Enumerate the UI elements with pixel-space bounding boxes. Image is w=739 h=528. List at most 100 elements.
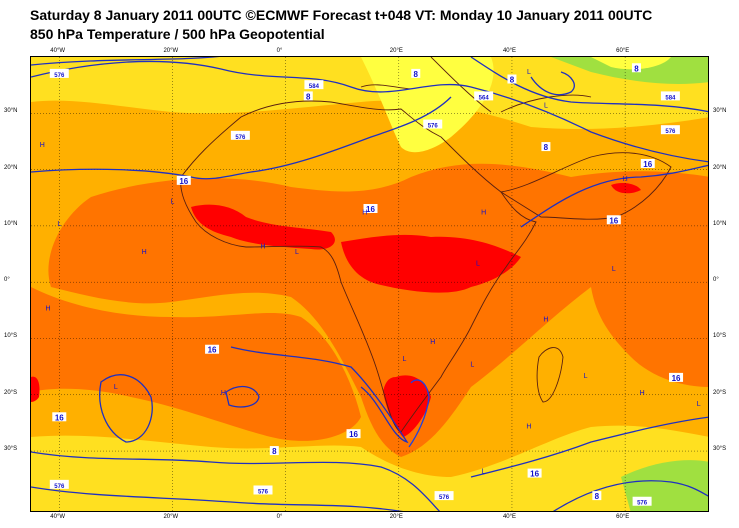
contour-label: 576 [660,125,680,135]
closed-high-atlantic [225,385,260,408]
contour-label: 8 [541,142,551,152]
contour-label-text: 8 [414,70,419,79]
contour-label-text: 576 [235,135,246,141]
high-pressure-marker: H [640,390,645,397]
forecast-subtitle: 850 hPa Temperature / 500 hPa Geopotenti… [30,26,325,42]
contour-label-box [49,68,69,78]
low-pressure-marker: L [584,373,588,380]
high-pressure-marker: H [142,249,147,256]
contour-label: 576 [49,68,69,79]
low-pressure-marker: L [544,103,548,110]
weather-map: 576 584 8 8 8 8 564 576 8 584 576 576 16 16 16 16 16 16 16… [30,56,709,512]
contour-label-text: 576 [637,501,648,507]
contour-label-box [541,142,551,152]
contour-label-text: 576 [54,73,65,79]
cool-band-north [31,57,708,129]
contour-label-text: 16 [349,430,358,439]
contour-label-box [507,74,517,84]
contour-label-box [230,130,250,140]
low-pressure-marker: L [482,469,486,476]
contour-label-box [269,446,279,456]
lat-tick-label-left: 30°N [4,108,18,115]
coastlines [180,57,672,433]
lat-tick-label-right: 30°S [713,446,727,453]
contour-label-box [660,125,680,135]
contour-label-text: 8 [544,143,549,152]
lat-tick-label-right: 10°N [713,220,727,227]
contour-label-box [660,91,680,101]
contour-label: 16 [363,204,378,214]
closed-low-atlantic [99,374,153,443]
graticule [31,57,708,511]
contour-label: 16 [346,429,361,439]
temp-8-south-indian [552,480,708,511]
contour-label: 576 [632,496,652,507]
contour-label-box [631,63,641,73]
low-pressure-marker: L [612,266,616,273]
low-pressure-marker: L [697,401,701,408]
contour-label-text: 8 [634,64,639,73]
africa-coastline [180,100,537,433]
contour-label-text: 16 [609,216,618,225]
contour-label-text: 16 [672,374,681,383]
hot-core-atlantic-edge [31,376,40,402]
forecast-title: Saturday 8 January 2011 00UTC ©ECMWF For… [30,7,653,23]
lat-tick-label-left: 20°S [4,389,18,396]
contour-label: 576 [423,119,443,130]
contour-label-text: 8 [272,447,277,456]
low-pressure-marker: L [114,384,118,391]
lon-tick-label-bottom: 0° [276,514,283,520]
contour-label-box [304,80,324,90]
contour-label-box [606,215,621,225]
high-pressure-marker: H [260,243,265,250]
contour-label-text: 16 [208,346,217,355]
geopotential-576-north [31,60,708,163]
hot-core-sahel-west [191,204,335,250]
contour-label-text: 576 [665,129,676,135]
contour-label: 576 [230,130,250,141]
arabia-coastline [499,152,672,220]
contour-label-box [474,91,494,101]
high-pressure-marker: H [362,210,367,217]
lon-tick-label-bottom: 40°W [50,514,66,520]
contour-label-box [434,491,454,501]
madagascar-coastline [536,347,564,403]
contour-label: 584 [660,91,680,101]
contour-label: 16 [52,412,67,422]
contour-label: 8 [269,446,279,456]
high-pressure-marker: H [221,390,226,397]
warm-region-africa [48,163,708,457]
geopotential-576-south [31,451,441,511]
lon-tick-label-bottom: 20°E [389,514,403,520]
contour-label: 8 [592,491,602,501]
contour-label-text: 8 [306,92,311,101]
contour-label: 16 [669,372,684,383]
lat-tick-label-right: 20°S [713,389,727,396]
cold-core-ne [591,57,671,70]
temp-16-south-atlantic [230,346,409,444]
lon-tick-label-top: 40°W [50,48,66,54]
contour-label-text: 16 [366,205,375,214]
low-pressure-marker: L [295,249,299,256]
lat-tick-label-right: 30°N [713,108,727,115]
lat-tick-label-left: 10°S [4,333,18,340]
hot-core-central-africa [341,234,521,293]
pressure-centers: H L L H L H H L H H L L L H H H L L L H L H L H L [40,69,701,476]
lat-tick-label-right: 0° [713,277,719,284]
contour-label: 584 [304,80,324,90]
contour-label-box [52,412,67,422]
lat-tick-label-right: 10°S [713,333,727,340]
contour-label: 576 [49,479,69,490]
contour-label-text: 584 [309,84,320,90]
temp-8-south-africa [408,379,430,448]
hot-core-arabia [611,182,641,194]
temp-16-north [31,96,452,180]
low-pressure-marker: L [402,356,406,363]
contour-label-box [527,468,542,478]
contour-label-text: 576 [258,489,269,495]
contour-label-text: 584 [665,95,676,101]
contour-label-text: 576 [54,484,65,490]
contour-label-box [640,158,655,168]
contour-label-text: 16 [55,413,64,422]
high-pressure-marker: H [526,424,531,431]
